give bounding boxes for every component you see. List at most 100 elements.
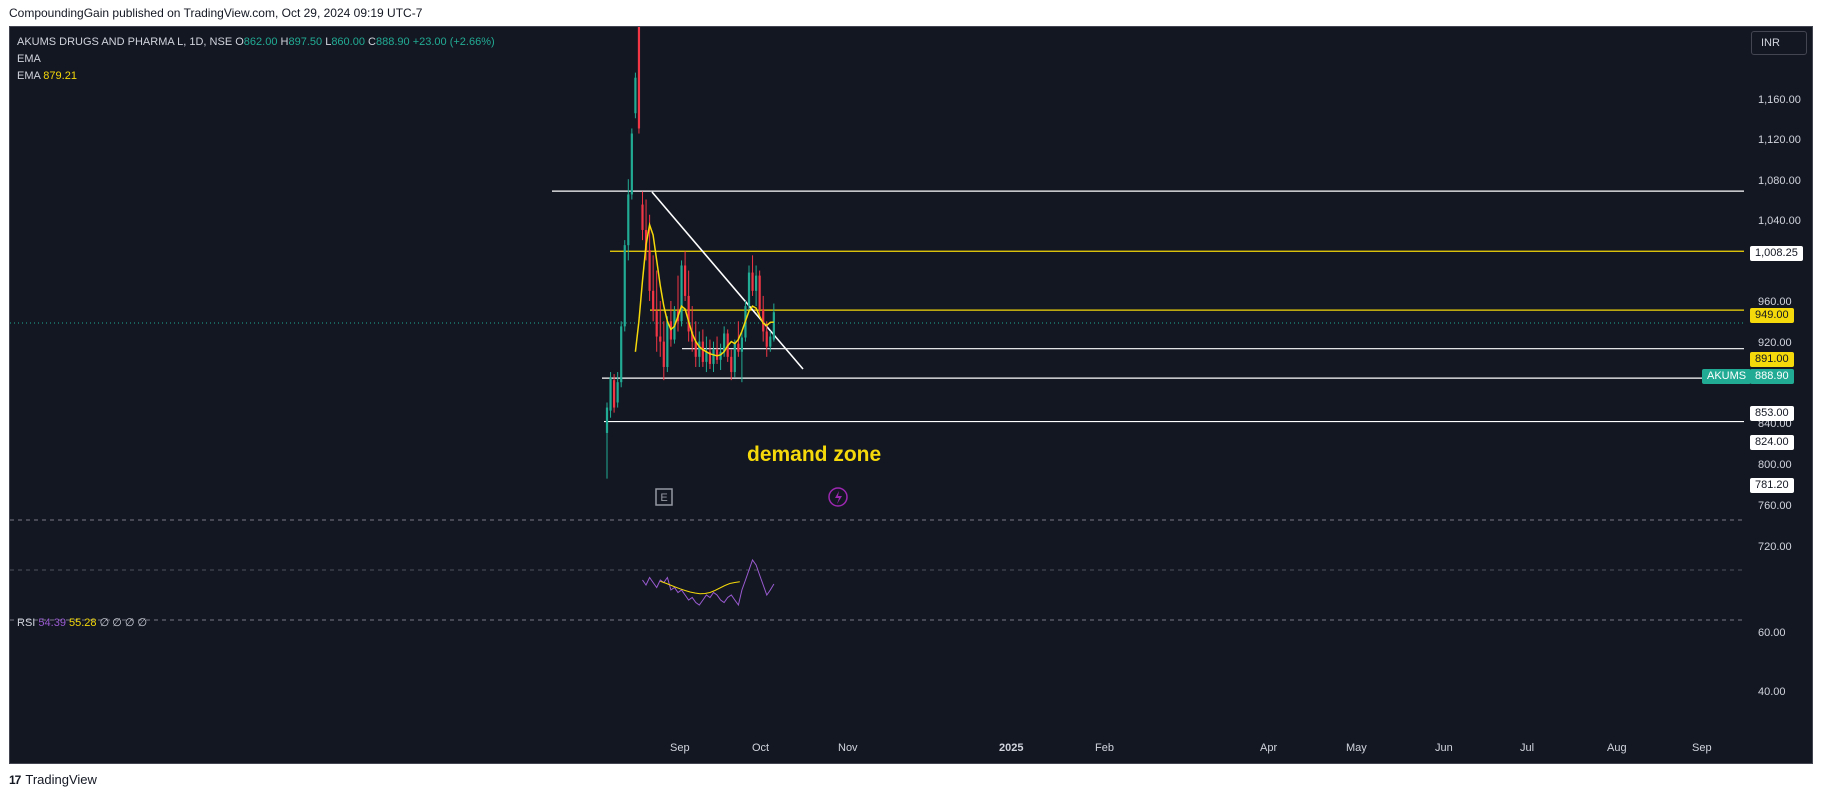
price-label: 920.00 xyxy=(1758,337,1792,349)
rsi-line xyxy=(642,558,775,607)
candle-body xyxy=(708,351,712,364)
level-tag-891[interactable]: 891.00 xyxy=(1750,352,1794,367)
price-label: 1,120.00 xyxy=(1758,134,1801,146)
time-label: Oct xyxy=(752,742,770,754)
candle-body xyxy=(723,333,726,352)
candle-body xyxy=(630,133,633,195)
ema-2-label[interactable]: EMA xyxy=(17,70,41,82)
candle-body xyxy=(605,407,609,433)
rsi-value: 54.39 xyxy=(38,617,66,629)
candle-body xyxy=(758,275,761,310)
candle-body xyxy=(680,265,683,322)
candle-body xyxy=(687,295,690,332)
symbol-title[interactable]: AKUMS DRUGS AND PHARMA L, 1D, NSE xyxy=(17,36,233,48)
tradingview-footer[interactable]: 17 TradingView xyxy=(9,772,97,787)
earnings-label: E xyxy=(660,492,667,504)
candle-body xyxy=(613,380,616,408)
earnings-marker: E xyxy=(655,488,673,506)
chart-canvas[interactable]: E xyxy=(10,27,1813,764)
candle-body xyxy=(751,272,754,291)
lightning-bolt xyxy=(835,491,842,504)
ema-2-value: 879.21 xyxy=(43,70,77,82)
time-label: Jun xyxy=(1435,742,1453,754)
candle-body xyxy=(655,311,658,337)
time-label: Nov xyxy=(838,742,858,754)
candle-body xyxy=(715,349,719,360)
candle-body xyxy=(648,250,651,291)
candle-body xyxy=(755,275,758,291)
candle-body xyxy=(701,341,704,362)
dividend-marker xyxy=(828,487,848,507)
candle-body xyxy=(666,321,669,367)
candle-body xyxy=(733,343,736,373)
earnings-icon xyxy=(655,488,673,506)
high-value: 897.50 xyxy=(288,36,323,48)
published-by: CompoundingGain published on TradingView… xyxy=(9,6,423,20)
candle-body xyxy=(641,204,644,230)
candle-body xyxy=(769,336,772,347)
candle-body xyxy=(698,341,701,357)
trend-line xyxy=(651,191,804,370)
candle-body xyxy=(691,331,694,342)
level-tag-824[interactable]: 824.00 xyxy=(1750,435,1794,450)
close-value: 888.90 xyxy=(375,36,410,48)
level-tag-1008[interactable]: 1,008.25 xyxy=(1750,246,1803,261)
currency-button[interactable]: INR xyxy=(1751,31,1807,55)
rsi-ma-value: 55.28 xyxy=(69,617,97,629)
rsi-extra-values: ∅ ∅ ∅ ∅ xyxy=(99,617,148,629)
rsi-ma-line xyxy=(660,580,740,595)
rsi-axis-label: 40.00 xyxy=(1758,686,1786,698)
time-label: Aug xyxy=(1607,742,1627,754)
candle-body xyxy=(627,194,630,246)
price-label: 840.00 xyxy=(1758,418,1792,430)
candle-body xyxy=(762,309,765,332)
symbol-legend: AKUMS DRUGS AND PHARMA L, 1D, NSE O862.0… xyxy=(17,36,495,82)
time-label: Sep xyxy=(1692,742,1712,754)
chart-frame[interactable]: E AKUMS DRUGS AND PHARMA L, 1D, NSE O862… xyxy=(9,26,1813,764)
time-label: Feb xyxy=(1095,742,1114,754)
candle-body xyxy=(659,336,662,342)
footer-text: TradingView xyxy=(25,772,97,787)
price-label: 720.00 xyxy=(1758,541,1792,553)
symbol-tag: AKUMS xyxy=(1702,369,1752,384)
candle-body xyxy=(694,341,697,357)
candle-body xyxy=(719,351,722,360)
level-tag-853[interactable]: 853.00 xyxy=(1750,406,1794,421)
tradingview-logo-icon: 17 xyxy=(9,772,21,787)
candle-body xyxy=(620,326,623,383)
candle-body xyxy=(644,229,648,251)
time-label: Sep xyxy=(670,742,690,754)
candle-body xyxy=(747,272,751,307)
lightning-icon xyxy=(828,487,848,507)
time-label: 2025 xyxy=(999,742,1024,754)
ema-line xyxy=(634,221,774,357)
price-label: 760.00 xyxy=(1758,500,1792,512)
candle-body xyxy=(652,290,655,312)
candle-body xyxy=(634,77,637,114)
level-tag-949[interactable]: 949.00 xyxy=(1750,308,1794,323)
candle-body xyxy=(623,245,626,327)
price-label: 1,160.00 xyxy=(1758,94,1801,106)
last-price-tag: 888.90 xyxy=(1750,369,1794,384)
candle-body xyxy=(737,343,740,352)
candle-body xyxy=(662,341,665,367)
candle-body xyxy=(616,382,619,403)
ema-1-label[interactable]: EMA xyxy=(17,53,41,65)
open-value: 862.00 xyxy=(243,36,278,48)
candle-body xyxy=(712,349,715,364)
time-label: Jul xyxy=(1520,742,1535,754)
candle-body xyxy=(730,356,733,373)
rsi-label[interactable]: RSI xyxy=(17,617,36,629)
price-label: 960.00 xyxy=(1758,296,1792,308)
time-label: May xyxy=(1346,742,1367,754)
candle-body xyxy=(765,331,768,347)
candle-body xyxy=(740,337,743,352)
candle-body xyxy=(669,321,672,340)
demand-zone-annotation[interactable]: demand zone xyxy=(747,443,882,466)
candle-body xyxy=(772,312,775,340)
level-tag-781[interactable]: 781.20 xyxy=(1750,478,1794,493)
price-label: 1,080.00 xyxy=(1758,175,1801,187)
low-value: 860.00 xyxy=(331,36,365,48)
candle-body xyxy=(637,27,641,129)
price-label: 1,040.00 xyxy=(1758,215,1801,227)
